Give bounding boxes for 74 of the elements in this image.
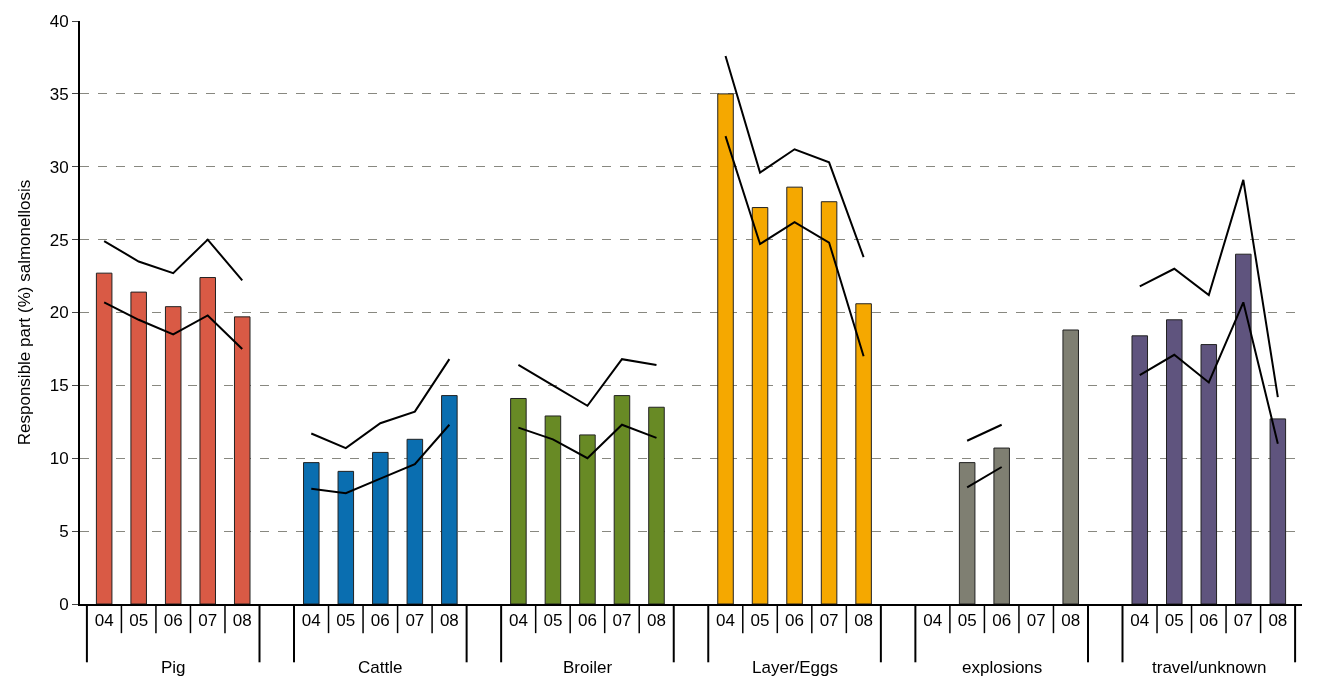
x-tick-label: 06 (577, 611, 597, 631)
x-tick-label: 04 (508, 611, 528, 631)
x-tick-label: 08 (1061, 611, 1081, 631)
x-tick-label: 07 (1026, 611, 1046, 631)
x-tick-label: 07 (405, 611, 425, 631)
x-tick-label: 08 (1268, 611, 1288, 631)
x-tick-label: 04 (94, 611, 114, 631)
y-tick-label: 20 (49, 303, 69, 323)
text: Broiler (563, 658, 613, 677)
x-tick-label: 05 (1164, 611, 1184, 631)
x-tick-label: 06 (785, 611, 805, 631)
x-tick-label: 05 (129, 611, 149, 631)
bar (544, 415, 562, 604)
x-tick-label: 08 (647, 611, 666, 631)
bar (613, 395, 631, 604)
y-axis-title: Responsible part (%) salmonellosis (14, 179, 34, 446)
x-tick-label: 06 (992, 611, 1012, 631)
bar (1269, 418, 1287, 604)
bar (1131, 335, 1149, 604)
bar (993, 447, 1010, 604)
x-tick-label: 05 (957, 611, 977, 631)
x-tick-label: 04 (923, 611, 943, 631)
bar (372, 451, 389, 604)
y-tick-label: 30 (49, 157, 69, 177)
x-tick-label: 07 (612, 611, 632, 631)
x-tick-label: 05 (336, 611, 356, 631)
x-tick-label: 06 (163, 611, 183, 631)
bar (1235, 253, 1252, 604)
y-tick-label: 5 (59, 522, 69, 542)
bar (406, 438, 424, 604)
x-tick-label: 04 (301, 611, 321, 631)
y-tick-label: 25 (49, 230, 69, 250)
bar (820, 201, 838, 604)
x-tick-label: 08 (439, 611, 459, 631)
bar (1062, 329, 1079, 604)
x-tick-label: 04 (1130, 611, 1150, 631)
bar (164, 306, 182, 604)
bar (751, 207, 769, 604)
bar (199, 277, 216, 604)
x-tick-label: 06 (370, 611, 390, 631)
bar (95, 272, 113, 604)
bar (579, 434, 596, 604)
x-tick-label: 08 (232, 611, 252, 631)
bar (510, 397, 527, 604)
text: travel/unknown (1152, 658, 1267, 677)
x-tick-label: 06 (1199, 611, 1219, 631)
bar (855, 303, 872, 604)
bar (648, 406, 665, 604)
x-tick-label: 05 (543, 611, 563, 631)
text: explosions (962, 658, 1043, 677)
bar (233, 316, 251, 604)
bar (958, 462, 976, 604)
y-tick-label: 35 (49, 84, 69, 104)
bar (1166, 319, 1183, 604)
x-tick-label: 07 (198, 611, 218, 631)
y-tick-label: 0 (59, 594, 69, 614)
y-tick-label: 40 (49, 11, 69, 31)
bar (717, 93, 734, 604)
x-tick-label: 04 (716, 611, 735, 631)
y-tick-label: 15 (49, 376, 69, 396)
x-tick-label: 08 (854, 611, 874, 631)
text: Cattle (358, 658, 403, 677)
x-tick-label: 07 (1233, 611, 1253, 631)
y-tick-label: 10 (49, 449, 69, 469)
x-tick-label: 05 (750, 611, 770, 631)
x-tick-label: 07 (819, 611, 839, 631)
text: Layer/Eggs (752, 658, 838, 677)
bar (786, 186, 803, 604)
bar (303, 462, 320, 604)
bar (130, 291, 147, 604)
text: Pig (161, 658, 186, 677)
bar (1200, 344, 1218, 604)
bar (337, 470, 355, 604)
bar (441, 395, 458, 604)
